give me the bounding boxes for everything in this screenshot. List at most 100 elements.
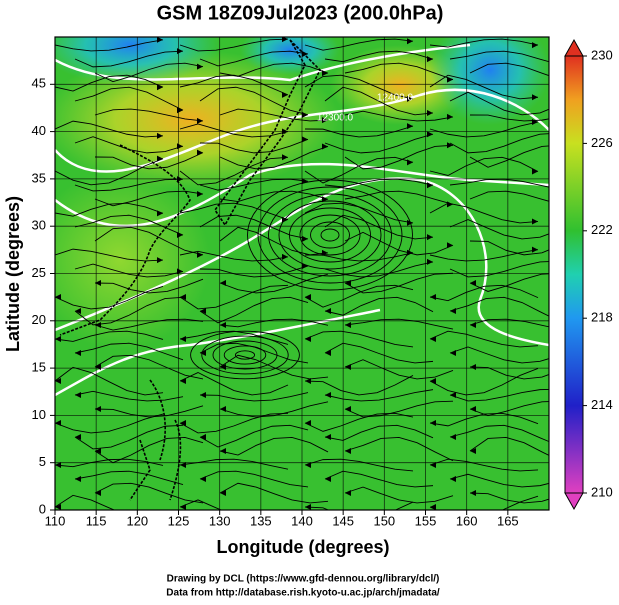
streamline <box>219 146 329 170</box>
x-tick-label: 120 <box>126 513 148 528</box>
y-tick-label: 10 <box>32 407 46 422</box>
streamline-arrow <box>157 84 163 91</box>
streamline <box>199 470 309 488</box>
streamline <box>344 190 454 205</box>
streamline-vortex <box>320 228 340 242</box>
streamline <box>469 240 549 256</box>
streamline <box>429 74 539 100</box>
colorbar-min-arrow <box>564 492 584 511</box>
y-tick-label: 40 <box>32 123 46 138</box>
streamline-arrow <box>75 308 81 314</box>
streamline-arrow <box>55 462 61 468</box>
footer-line: Data from http://database.rish.kyoto-u.a… <box>166 588 440 599</box>
streamline-arrow <box>345 490 351 496</box>
streamline-arrow <box>180 294 186 300</box>
streamline <box>94 482 204 504</box>
streamline-arrow <box>95 490 101 496</box>
streamline-arrow <box>180 504 186 510</box>
streamline-arrow <box>552 228 558 234</box>
streamline-arrow <box>220 490 226 496</box>
streamline-arrow <box>322 70 328 77</box>
x-tick-label: 140 <box>291 513 313 528</box>
colorbar-tick-label: 230 <box>591 47 613 62</box>
streamline <box>55 413 164 434</box>
streamline-arrow <box>552 102 558 108</box>
streamline-arrow <box>325 308 331 314</box>
streamline-arrow <box>407 123 413 130</box>
streamline-vortex <box>190 330 300 380</box>
streamline-arrow <box>305 294 311 300</box>
streamline <box>199 265 309 278</box>
streamline-arrow <box>220 322 226 328</box>
streamline-arrow <box>95 322 101 328</box>
streamline <box>304 74 414 100</box>
streamline-arrow <box>282 253 288 260</box>
x-tick-label: 145 <box>332 513 354 528</box>
colorbar <box>564 55 584 494</box>
streamline-arrow <box>407 38 413 45</box>
colorbar-max-arrow <box>564 38 584 57</box>
streamline-arrow <box>180 420 186 426</box>
streamline <box>429 156 539 176</box>
streamline <box>179 412 289 434</box>
streamline <box>74 263 184 278</box>
streamline <box>344 436 454 462</box>
streamline <box>449 296 549 317</box>
streamline <box>429 121 539 138</box>
contour-label: 12300.0 <box>317 113 354 124</box>
streamline <box>199 214 309 240</box>
streamline <box>199 296 309 324</box>
streamline <box>199 138 309 154</box>
streamline <box>469 145 549 168</box>
streamline-arrow <box>470 490 476 496</box>
x-tick-label: 135 <box>250 513 272 528</box>
streamline-arrow <box>430 504 436 510</box>
streamline <box>74 136 184 154</box>
y-tick-label: 35 <box>32 170 46 185</box>
streamline-vortex <box>310 221 350 249</box>
streamline <box>94 405 204 418</box>
streamline <box>429 368 539 396</box>
streamline <box>304 501 414 510</box>
streamline-arrow <box>200 308 206 314</box>
streamline-arrow <box>407 95 413 102</box>
streamline <box>179 250 289 262</box>
streamline-arrow <box>55 504 61 510</box>
streamline <box>55 120 164 138</box>
streamline-arrow <box>200 476 206 482</box>
streamline <box>179 156 289 186</box>
streamline <box>94 354 204 380</box>
colorbar-tick-label: 214 <box>591 397 613 412</box>
streamline-arrow <box>450 392 456 398</box>
map-field <box>55 37 558 510</box>
streamline-arrow <box>322 196 328 203</box>
streamline-arrow <box>450 434 456 440</box>
streamline <box>179 74 289 96</box>
streamline <box>344 62 454 80</box>
streamline-arrow <box>197 149 203 156</box>
streamline-arrow <box>55 420 61 426</box>
streamline <box>429 284 539 302</box>
streamline-arrow <box>345 448 351 454</box>
streamline-arrow <box>180 462 186 468</box>
streamline-arrow <box>470 448 476 454</box>
streamline-arrow <box>552 258 558 264</box>
streamline <box>344 110 454 122</box>
streamline-arrow <box>157 210 163 217</box>
streamline <box>199 50 309 67</box>
streamline-arrow <box>447 113 453 120</box>
streamline <box>469 366 549 380</box>
streamline-arrow <box>75 392 81 398</box>
x-tick-label: 165 <box>497 513 519 528</box>
streamline <box>219 190 329 203</box>
streamline-arrow <box>322 143 328 150</box>
streamline-arrow <box>157 37 163 43</box>
streamline-vortex <box>289 207 371 263</box>
streamline <box>74 296 184 326</box>
streamline <box>55 202 164 217</box>
streamline-arrow <box>197 63 203 70</box>
streamline-arrow <box>75 476 81 482</box>
streamline <box>55 330 164 342</box>
streamline-arrow <box>407 159 413 166</box>
